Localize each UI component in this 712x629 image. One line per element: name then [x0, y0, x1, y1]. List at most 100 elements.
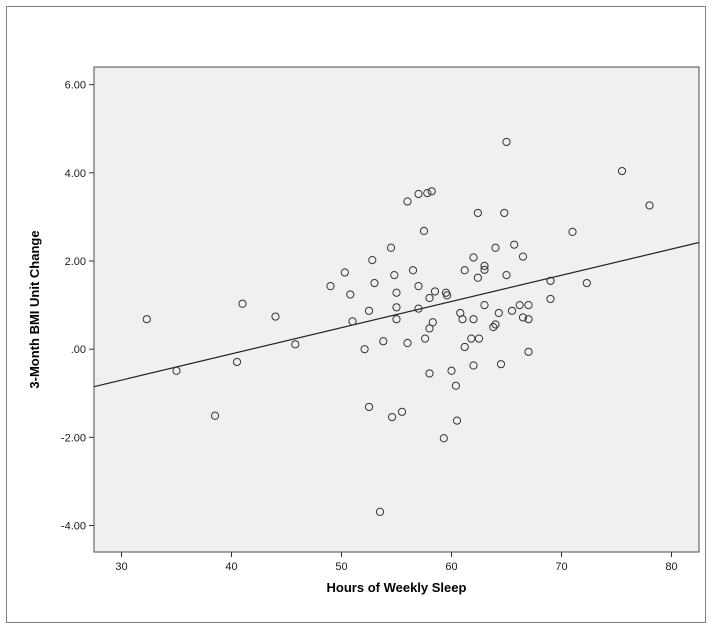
data-point	[388, 412, 397, 422]
data-point	[502, 137, 511, 147]
data-point	[364, 402, 374, 412]
data-point	[480, 261, 489, 270]
data-point	[474, 334, 484, 343]
data-point	[467, 334, 476, 343]
data-point	[439, 434, 448, 443]
x-tick-label: 40	[225, 561, 237, 573]
data-point	[386, 243, 396, 252]
data-point	[421, 334, 430, 343]
data-point	[403, 338, 412, 348]
data-point	[392, 303, 401, 312]
data-point	[515, 300, 524, 310]
data-point	[427, 187, 436, 196]
y-tick-label: 6.00	[65, 80, 86, 92]
data-point	[524, 300, 533, 310]
data-point	[348, 317, 357, 326]
data-point	[617, 166, 627, 176]
data-point	[326, 282, 335, 291]
data-point	[473, 273, 482, 282]
data-points	[142, 137, 654, 516]
data-point	[460, 342, 469, 352]
x-tick-label: 60	[445, 561, 457, 573]
x-axis-title: Hours of Weekly Sleep	[327, 580, 467, 595]
data-point	[473, 208, 482, 218]
data-point	[346, 290, 355, 299]
data-point	[425, 324, 434, 333]
y-axis-title: 3-Month BMI Unit Change	[27, 230, 42, 388]
scatter-chart: -4.00 -2.00 .00 2.00 4.00 6.00 30 40 50 60 70 80 H…	[27, 66, 700, 595]
data-point	[510, 240, 519, 249]
data-point	[360, 345, 369, 354]
data-point	[494, 308, 503, 318]
data-point	[232, 357, 242, 367]
data-point	[430, 287, 440, 296]
data-point	[271, 312, 280, 321]
plot-area	[93, 66, 700, 553]
data-point	[546, 276, 555, 285]
data-point	[414, 282, 423, 291]
data-point	[469, 253, 478, 262]
regression-line	[93, 241, 700, 388]
data-point	[500, 208, 509, 218]
x-tick-label: 70	[555, 561, 567, 573]
data-point	[375, 507, 385, 516]
data-point	[340, 268, 349, 277]
data-point	[210, 411, 220, 420]
data-point	[414, 304, 423, 313]
data-point	[392, 288, 401, 297]
data-point	[425, 369, 434, 378]
data-point	[469, 315, 478, 324]
x-axis: 30 40 50 60 70 80	[115, 552, 678, 573]
chart-frame: -4.00 -2.00 .00 2.00 4.00 6.00 30 40 50 60 70 80 H…	[6, 6, 706, 623]
y-tick-label: 4.00	[65, 168, 86, 180]
y-axis: -4.00 -2.00 .00 2.00 4.00 6.00	[61, 80, 94, 533]
data-point	[491, 243, 500, 252]
data-point	[428, 318, 437, 327]
data-point	[452, 416, 462, 425]
data-point	[390, 271, 399, 280]
data-point	[451, 381, 460, 390]
y-tick-label: -2.00	[61, 432, 86, 444]
data-point	[480, 300, 489, 310]
data-point	[502, 271, 511, 280]
data-point	[238, 299, 247, 308]
data-point	[423, 189, 432, 198]
data-point	[419, 226, 429, 236]
data-point	[379, 337, 388, 346]
data-point	[507, 306, 517, 315]
data-point	[443, 291, 452, 300]
data-point	[425, 293, 434, 303]
data-point	[524, 347, 533, 356]
data-point	[142, 315, 151, 324]
data-point	[524, 315, 533, 324]
x-tick-label: 30	[115, 561, 127, 573]
data-point	[568, 227, 577, 236]
data-point	[364, 306, 374, 315]
data-point	[469, 361, 478, 370]
data-point	[645, 201, 654, 210]
data-point	[582, 278, 591, 288]
data-point	[496, 360, 506, 369]
data-point	[480, 265, 489, 274]
data-point	[489, 323, 498, 332]
data-point	[368, 256, 377, 265]
data-point	[397, 407, 407, 416]
data-point	[403, 197, 412, 206]
data-point	[518, 313, 528, 322]
data-point	[414, 189, 423, 199]
data-point	[392, 315, 401, 324]
data-point	[546, 294, 555, 304]
x-tick-label: 80	[665, 561, 677, 573]
data-point	[491, 320, 500, 329]
data-point	[408, 266, 418, 275]
data-point	[291, 340, 300, 349]
data-point	[518, 252, 528, 261]
y-tick-label: 2.00	[65, 256, 86, 268]
data-point	[447, 366, 456, 375]
y-tick-label: -4.00	[61, 521, 86, 533]
fit-line-group	[93, 241, 700, 388]
data-point	[458, 315, 467, 324]
data-point	[172, 366, 181, 375]
y-tick-label: .00	[71, 344, 86, 356]
data-point	[460, 266, 469, 275]
